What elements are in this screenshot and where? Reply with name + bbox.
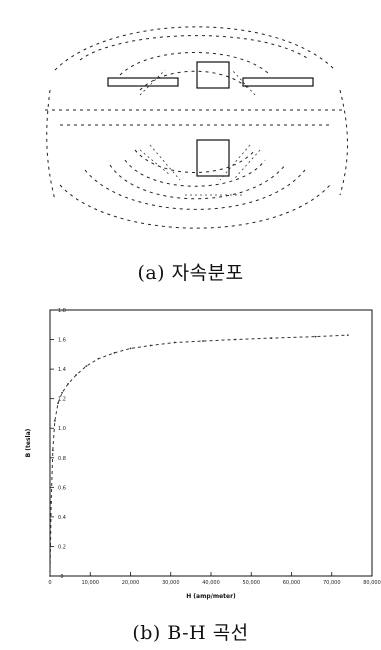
plot-frame (49, 309, 373, 577)
x-tick-label: 60,000 (283, 580, 301, 586)
y-tick-label: 1.2 (58, 397, 66, 403)
x-tick-label: 40,000 (202, 580, 220, 586)
left-arm (107, 77, 179, 87)
series-group (49, 334, 349, 577)
y-tick-label: 0.2 (58, 544, 66, 550)
y-tick-label: 0.6 (58, 485, 66, 491)
bh-data-point (85, 365, 88, 368)
flux-line (59, 184, 331, 229)
figure-b-caption: (b) B-H 곡선 (132, 622, 249, 644)
y-tick-label: 0 (60, 574, 63, 580)
x-tick-label: 70,000 (323, 580, 341, 586)
flux-line (139, 70, 251, 91)
flux-line (54, 26, 336, 71)
y-axis-ticks: 0 0.2 0.4 0.6 0.8 1.0 1.2 1.4 1.6 1.8 (50, 308, 66, 580)
y-tick-label: 0.8 (58, 456, 66, 462)
bh-data-point (149, 344, 152, 347)
flux-mark (149, 144, 181, 181)
bh-data-point (346, 334, 349, 337)
bh-data-point (53, 419, 56, 422)
upper-core-block (196, 61, 230, 89)
bh-data-point (49, 575, 51, 577)
bh-data-point (173, 341, 176, 344)
flux-distribution-figure: (a) 자속분포 (0, 0, 381, 300)
x-axis-ticks: 0 10,000 20,000 30,000 40,000 50,000 60,000 70,… (48, 572, 381, 586)
flux-distribution-plot (45, 26, 348, 229)
figure-a-caption: (a) 자속분포 (137, 262, 244, 284)
lower-core-block (196, 139, 230, 177)
bh-data-point (97, 357, 100, 360)
bh-data-point (50, 501, 53, 504)
flux-line (46, 89, 56, 201)
y-tick-label: 1.0 (58, 426, 66, 432)
y-tick-label: 1.8 (58, 308, 66, 314)
flux-line (339, 89, 348, 196)
bh-data-point (51, 449, 54, 452)
x-tick-label: 20,000 (122, 580, 140, 586)
bh-data-point (202, 340, 204, 342)
flux-lines (45, 26, 348, 229)
bh-curve-line (49, 334, 348, 577)
flux-mark (231, 69, 256, 96)
x-tick-label: 50,000 (243, 580, 261, 586)
flux-line (124, 159, 266, 187)
x-tick-label: 0 (48, 580, 51, 586)
flux-mark (219, 144, 251, 181)
flux-line (79, 35, 311, 61)
bh-data-point (61, 391, 63, 394)
flux-line (134, 149, 256, 173)
bh-data-point (129, 347, 132, 350)
x-tick-label: 80,000 (363, 580, 381, 586)
bh-curve-figure: 0 10,000 20,000 30,000 40,000 50,000 60,000 70,… (0, 300, 381, 650)
bh-data-point (314, 335, 317, 338)
magnetic-core (107, 61, 314, 177)
right-arm (242, 77, 314, 87)
bh-curve-chart: 0 10,000 20,000 30,000 40,000 50,000 60,000 70,… (25, 308, 381, 600)
flux-mark (139, 69, 166, 96)
x-tick-label: 10,000 (82, 580, 100, 586)
flux-line (84, 169, 306, 210)
y-axis-label: B (tesla) (25, 428, 32, 457)
flux-mark (234, 149, 261, 179)
bh-data-point (270, 337, 273, 339)
flux-line (119, 52, 271, 76)
flux-mark (139, 149, 171, 176)
x-tick-label: 30,000 (162, 580, 180, 586)
flux-density-marks (139, 69, 261, 196)
bh-data-point (113, 351, 116, 354)
bh-data-point (75, 374, 78, 376)
x-axis-label: H (amp/meter) (186, 593, 236, 600)
y-tick-label: 1.6 (58, 338, 66, 344)
y-tick-label: 1.4 (58, 367, 66, 373)
bh-data-point (234, 338, 237, 341)
y-tick-label: 0.4 (58, 515, 66, 521)
bh-data-point (67, 382, 70, 385)
bh-data-point (57, 402, 59, 404)
